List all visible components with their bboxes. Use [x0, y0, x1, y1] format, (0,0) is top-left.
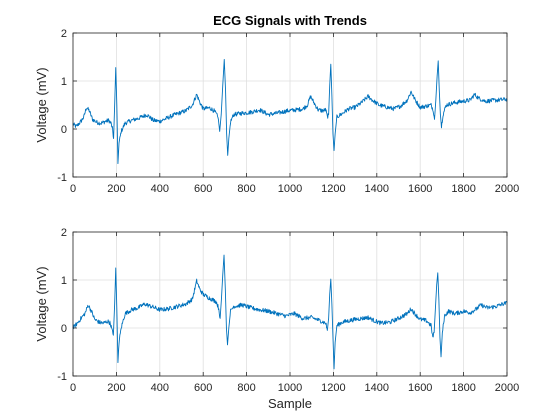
x-tick-label: 1800	[451, 183, 475, 195]
x-tick-label: 800	[237, 183, 255, 195]
y-tick-label: 1	[61, 275, 67, 287]
x-tick-label: 1600	[408, 183, 432, 195]
x-tick-label: 200	[107, 183, 125, 195]
chart-title: ECG Signals with Trends	[213, 13, 367, 28]
x-tick-label: 400	[151, 183, 169, 195]
x-tick-label: 1000	[278, 183, 302, 195]
y-tick-label: 0	[61, 124, 67, 136]
x-tick-label: 2000	[495, 183, 519, 195]
series-line	[72, 58, 508, 165]
y-axis-label: Voltage (mV)	[34, 266, 49, 341]
x-tick-label: 1400	[365, 183, 389, 195]
x-tick-label: 0	[70, 382, 76, 394]
x-tick-label: 600	[194, 382, 212, 394]
x-tick-label: 1000	[278, 382, 302, 394]
y-tick-label: 2	[61, 227, 67, 239]
x-tick-label: 0	[70, 183, 76, 195]
y-tick-label: 1	[61, 76, 67, 88]
x-tick-label: 600	[194, 183, 212, 195]
x-tick-label: 1800	[451, 382, 475, 394]
series-line	[72, 254, 508, 370]
y-tick-label: 0	[61, 323, 67, 335]
y-axis-label: Voltage (mV)	[34, 67, 49, 142]
y-tick-label: 2	[61, 28, 67, 40]
x-tick-label: 1400	[365, 382, 389, 394]
x-tick-label: 200	[107, 382, 125, 394]
x-tick-label: 2000	[495, 382, 519, 394]
y-tick-label: -1	[57, 371, 67, 383]
x-tick-label: 400	[151, 382, 169, 394]
x-tick-label: 1200	[321, 382, 345, 394]
y-tick-label: -1	[57, 172, 67, 184]
x-tick-label: 1200	[321, 183, 345, 195]
x-tick-label: 800	[237, 382, 255, 394]
x-tick-label: 1600	[408, 382, 432, 394]
x-axis-label: Sample	[268, 396, 312, 411]
